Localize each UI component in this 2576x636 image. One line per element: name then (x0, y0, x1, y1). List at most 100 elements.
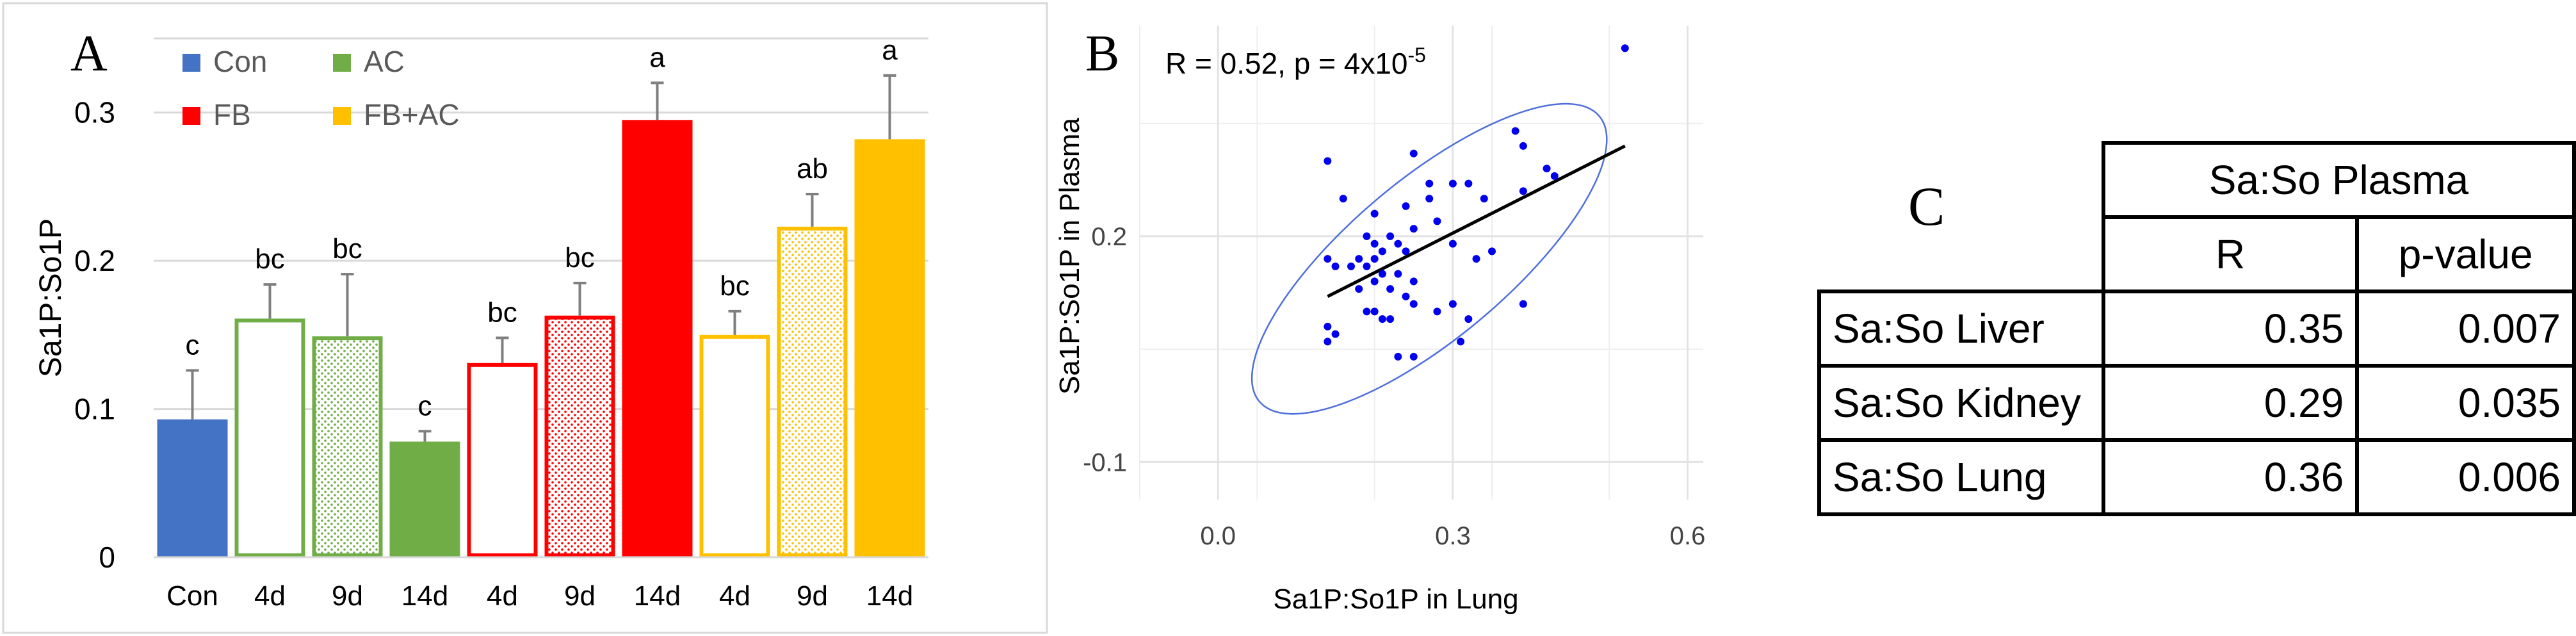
scatter-plot-svg: 0.0 0.3 0.6 -0.1 0.2 Sa1P:So1P in Lung Sa1P:So… (1054, 26, 1706, 615)
data-point (1448, 240, 1457, 248)
data-point (1324, 322, 1332, 330)
data-point (1339, 195, 1347, 203)
data-point (1331, 262, 1340, 270)
legend-swatch (333, 54, 351, 72)
panel-label-b: B (1085, 26, 1119, 82)
bar-chart-svg: 0 0.1 0.2 0.3 Sa1P:So1P Ac Con bc 4d bc 9d c 14d bc 4d… (2, 2, 1048, 634)
bar (854, 139, 925, 557)
data-point (1363, 262, 1371, 270)
data-point (1378, 247, 1386, 256)
row-label: Sa:So Liver (1817, 289, 2105, 368)
data-point (1402, 247, 1410, 256)
data-point (1386, 232, 1395, 240)
data-point (1394, 240, 1402, 248)
y-axis-label: Sa1P:So1P (34, 218, 68, 377)
x-tick-label: 0.6 (1670, 522, 1706, 550)
x-tick-label: 4d (487, 580, 518, 612)
x-tick-label: 9d (564, 580, 595, 612)
legend-label: Con (213, 45, 267, 78)
data-point (1370, 240, 1379, 248)
data-point (1363, 307, 1371, 316)
data-point (1402, 292, 1410, 300)
table-row: Sa:So Lung 0.36 0.006 (1817, 438, 2576, 516)
x-tick-label: 4d (719, 580, 750, 612)
significance-letter: a (649, 42, 665, 73)
data-point (1370, 209, 1379, 218)
data-point (1433, 307, 1441, 316)
data-point (1370, 277, 1379, 286)
significance-letter: ab (797, 153, 828, 184)
data-point (1378, 270, 1386, 278)
data-point (1378, 315, 1386, 323)
data-point (1331, 330, 1340, 338)
annotation-exponent: -5 (1408, 44, 1426, 67)
data-point (1511, 127, 1519, 135)
data-point (1394, 270, 1402, 278)
data-point (1394, 352, 1402, 361)
panel-label-a: A (70, 26, 108, 82)
x-tick-label: 14d (866, 580, 913, 612)
x-tick-label: 0.3 (1435, 522, 1471, 550)
data-point (1386, 285, 1395, 293)
data-point (1488, 247, 1496, 256)
row-p-value: 0.007 (2355, 289, 2576, 368)
data-point (1472, 255, 1480, 263)
data-point (1409, 277, 1418, 286)
y-tick-label: 0.2 (74, 244, 115, 277)
row-p-value: 0.006 (2355, 438, 2576, 516)
y-axis-label: Sa1P:So1P in Plasma (1054, 117, 1085, 395)
data-point (1402, 202, 1410, 210)
table-row: Sa:So Kidney 0.29 0.035 (1817, 364, 2576, 442)
data-point (1519, 142, 1527, 150)
y-tick-label: 0.1 (74, 393, 115, 426)
significance-letter: bc (565, 242, 594, 273)
data-point (1355, 285, 1363, 293)
data-point (1409, 225, 1418, 233)
panel-b-scatter-plot: 0.0 0.3 0.6 -0.1 0.2 Sa1P:So1P in Lung Sa1P:So… (1050, 0, 1722, 636)
bar (622, 120, 693, 558)
data-point (1433, 217, 1441, 225)
row-p-value: 0.035 (2355, 364, 2576, 442)
data-point (1519, 300, 1527, 308)
data-point (1355, 255, 1363, 263)
bar (777, 226, 848, 557)
legend-label: AC (364, 45, 405, 78)
data-point (1457, 338, 1465, 346)
table-header-row: Sa:So Plasma (1819, 141, 2576, 219)
data-point (1543, 165, 1551, 173)
legend-label: FB (213, 98, 251, 131)
regression-line (1327, 144, 1626, 298)
bar (157, 419, 228, 557)
x-tick-label: Con (166, 580, 218, 612)
x-tick-label: 14d (401, 580, 448, 612)
row-r-value: 0.35 (2101, 289, 2360, 368)
data-point (1425, 179, 1434, 188)
data-point (1370, 307, 1379, 316)
x-axis-label: Sa1P:So1P in Lung (1273, 583, 1518, 615)
y-tick-label: 0.3 (74, 96, 115, 129)
data-point (1425, 195, 1434, 203)
legend-swatch (333, 107, 351, 125)
bar (467, 363, 538, 557)
significance-letter: bc (255, 243, 284, 275)
x-tick-label: 14d (634, 580, 681, 612)
table-column-row: R p-value (1819, 215, 2576, 293)
significance-letter: bc (332, 233, 362, 265)
row-r-value: 0.29 (2101, 364, 2360, 442)
legend-label: FB+AC (364, 98, 460, 131)
correlation-annotation: R = 0.52, p = 4x10-5 (1165, 44, 1426, 80)
data-point (1448, 179, 1457, 188)
table-group-header: Sa:So Plasma (2101, 141, 2576, 219)
data-point (1409, 149, 1418, 158)
data-point (1409, 300, 1418, 308)
y-tick-label: 0.2 (1091, 223, 1127, 251)
correlation-table: Sa:So Plasma R p-value Sa:So Liver 0.35 … (1817, 141, 2576, 516)
legend-swatch (182, 54, 200, 72)
x-tick-label: 9d (332, 580, 363, 612)
data-point (1448, 300, 1457, 308)
data-point (1480, 195, 1488, 203)
significance-letter: a (882, 35, 898, 66)
row-label: Sa:So Kidney (1817, 364, 2105, 442)
data-point (1519, 187, 1527, 195)
